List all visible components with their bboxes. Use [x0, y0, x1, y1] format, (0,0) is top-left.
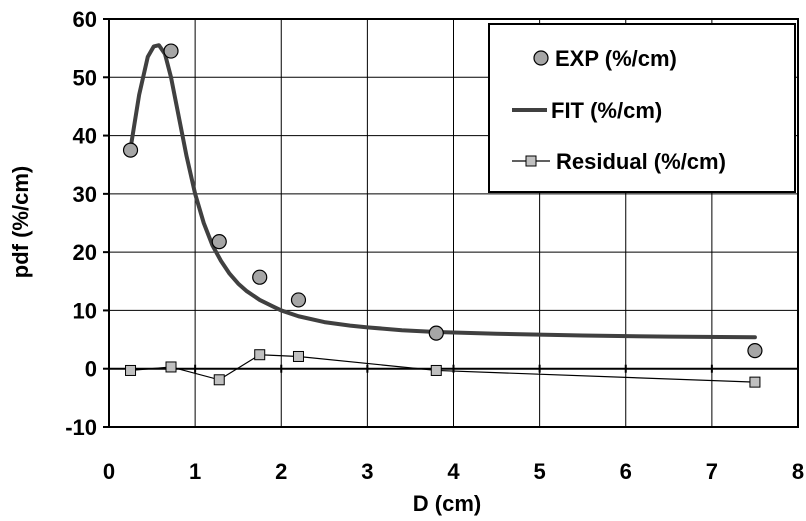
- residual-data-point: [165, 361, 177, 373]
- y-tick-label: 60: [73, 7, 97, 32]
- y-tick-label: 50: [73, 65, 97, 90]
- x-tick-label: 3: [361, 459, 373, 484]
- exp-data-point: [290, 292, 307, 308]
- exp-data-point: [747, 343, 763, 359]
- y-tick-label: 0: [85, 357, 97, 382]
- fit-series-line: [128, 43, 757, 340]
- y-tick-label: 20: [73, 240, 97, 265]
- exp-data-point: [163, 43, 179, 59]
- legend-exp-label: EXP (%/cm): [555, 46, 677, 71]
- residual-data-point: [749, 376, 761, 388]
- y-axis-title: pdf (%/cm): [8, 166, 33, 278]
- legend-exp-marker: [533, 50, 549, 66]
- x-tick-label: 4: [447, 459, 460, 484]
- legend-fit-label: FIT (%/cm): [551, 98, 662, 123]
- y-tick-label: 40: [73, 124, 97, 149]
- residual-data-point: [292, 350, 304, 362]
- legend-residual-label: Residual (%/cm): [556, 149, 726, 174]
- residual-data-point: [213, 374, 225, 386]
- y-tick-label: 10: [73, 298, 97, 323]
- x-tick-label: 0: [103, 459, 115, 484]
- exp-data-point: [428, 325, 444, 341]
- x-tick-label: 1: [189, 459, 201, 484]
- x-tick-label: 2: [275, 459, 287, 484]
- residual-data-point: [254, 349, 266, 361]
- x-tick-label: 6: [620, 459, 632, 484]
- y-tick-label: -10: [65, 415, 97, 440]
- y-tick-labels: 60 50 40 30 20 10 0 -10: [65, 7, 97, 440]
- y-tick-label: 30: [73, 182, 97, 207]
- exp-data-point: [122, 142, 139, 158]
- residual-data-point: [430, 364, 442, 376]
- series-layer: [122, 43, 763, 388]
- x-tick-labels: 0 1 2 3 4 5 6 7 8: [103, 459, 804, 484]
- exp-data-point: [211, 234, 227, 250]
- residual-data-point: [125, 364, 137, 376]
- x-tick-label: 8: [792, 459, 804, 484]
- x-tick-label: 7: [706, 459, 718, 484]
- exp-data-point: [252, 269, 268, 285]
- tick-marks: [103, 18, 799, 428]
- x-axis-title: D (cm): [413, 491, 481, 516]
- x-tick-label: 5: [534, 459, 546, 484]
- legend: EXP (%/cm) FIT (%/cm) Residual (%/cm): [488, 23, 796, 193]
- legend-residual-marker: [525, 155, 537, 167]
- plot-area-frame: [108, 18, 799, 428]
